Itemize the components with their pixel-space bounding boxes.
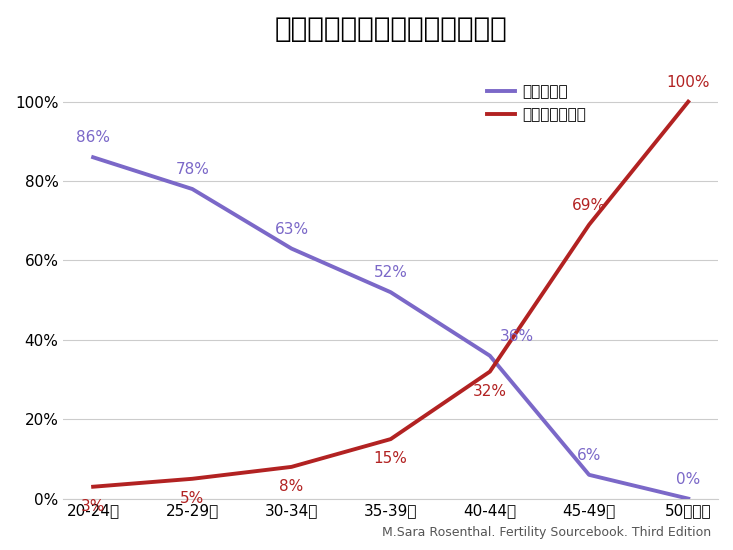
妊娠の確率 — [684, 496, 693, 502]
Line: 妊娠の確率: 妊娠の確率 — [93, 157, 688, 499]
Text: M.Sara Rosenthal. Fertility Sourcebook. Third Edition: M.Sara Rosenthal. Fertility Sourcebook. … — [382, 526, 711, 539]
Text: 8%: 8% — [279, 479, 303, 494]
Text: 100%: 100% — [666, 75, 710, 90]
Text: 0%: 0% — [676, 472, 700, 487]
不妊の人の割合 — [684, 98, 693, 105]
不妊の人の割合 — [287, 464, 296, 470]
Legend: 妊娠の確率, 不妊の人の割合: 妊娠の確率, 不妊の人の割合 — [482, 78, 592, 128]
不妊の人の割合 — [188, 476, 196, 482]
Text: 36%: 36% — [500, 329, 534, 344]
Text: 3%: 3% — [81, 499, 106, 514]
Text: 15%: 15% — [374, 451, 408, 466]
Text: 32%: 32% — [473, 383, 507, 399]
Text: 6%: 6% — [577, 448, 601, 463]
妊娠の確率 — [386, 289, 395, 295]
Text: 5%: 5% — [180, 491, 205, 505]
Text: 52%: 52% — [374, 265, 408, 280]
妊娠の確率 — [287, 245, 296, 252]
不妊の人の割合 — [585, 222, 594, 228]
Text: 86%: 86% — [76, 130, 110, 145]
Title: 年齢別妊娠の確率と不妊の割合: 年齢別妊娠の確率と不妊の割合 — [274, 15, 507, 43]
不妊の人の割合 — [89, 483, 97, 490]
妊娠の確率 — [188, 186, 196, 192]
Text: 78%: 78% — [175, 162, 209, 177]
不妊の人の割合 — [386, 436, 395, 442]
不妊の人の割合 — [485, 368, 494, 375]
Text: 69%: 69% — [572, 198, 606, 213]
Line: 不妊の人の割合: 不妊の人の割合 — [93, 102, 688, 487]
Text: 63%: 63% — [274, 222, 309, 236]
妊娠の確率 — [89, 154, 97, 161]
妊娠の確率 — [585, 471, 594, 478]
妊娠の確率 — [485, 353, 494, 359]
